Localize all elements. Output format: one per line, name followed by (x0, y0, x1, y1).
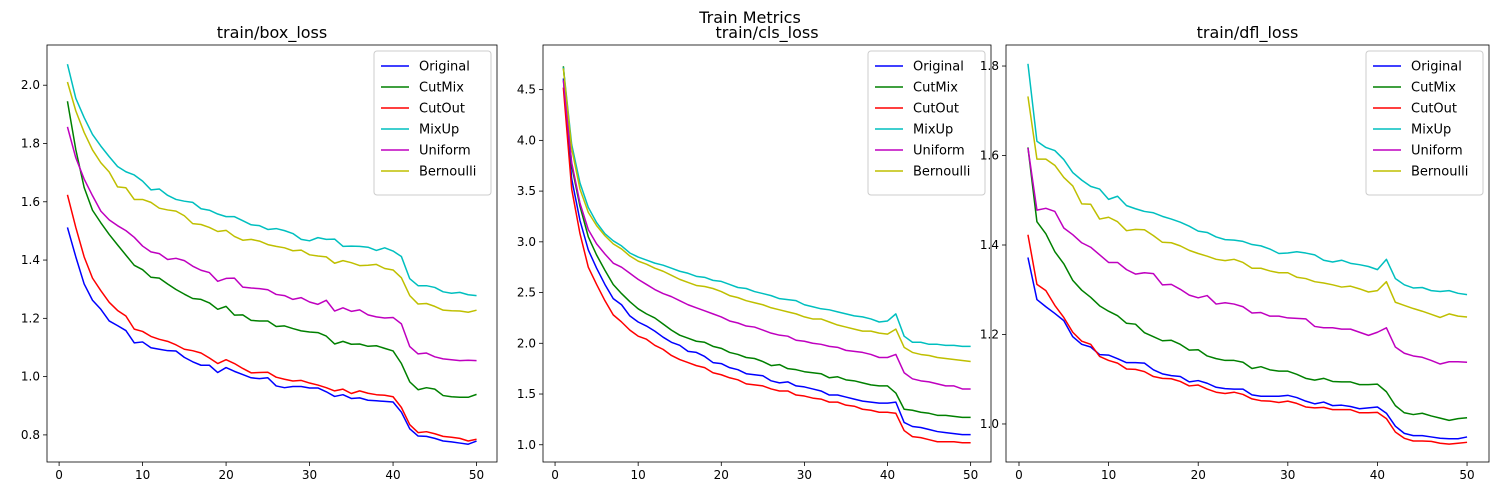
legend-label-cutmix: CutMix (419, 81, 464, 96)
axes-frame (542, 44, 992, 463)
x-tick-label: 40 (1370, 468, 1385, 482)
y-tick-label: 1.0 (980, 417, 999, 431)
series-line-uniform (562, 80, 971, 390)
legend-label-cutout: CutOut (913, 102, 959, 117)
series-line-cutmix (562, 66, 971, 419)
legend-label-cutmix: CutMix (1411, 81, 1456, 96)
y-tick-label: 0.8 (21, 428, 40, 442)
y-tick-label: 1.6 (21, 195, 40, 209)
series-line-original (66, 227, 477, 445)
panel-box-loss: train/box_loss 0 10 20 30 40 50 0.8 1.0 1.2 1.4 1.6… (21, 23, 498, 482)
x-tick-label: 30 (302, 468, 317, 482)
series-line-cutout (562, 87, 971, 444)
x-tick-label: 0 (55, 468, 63, 482)
y-tick-label: 2.0 (21, 78, 40, 92)
legend: Original CutMix CutOut MixUp Uniform Bernoull… (1365, 50, 1484, 196)
legend-label-uniform: Uniform (913, 144, 965, 159)
y-tick-label: 1.5 (517, 387, 536, 401)
legend-label-original: Original (1411, 60, 1462, 75)
legend-label-mixup: MixUp (913, 123, 953, 138)
legend: Original CutMix CutOut MixUp Uniform Bernoull… (867, 50, 986, 196)
legend-label-uniform: Uniform (419, 144, 471, 159)
figure-title: Train Metrics (698, 8, 801, 27)
legend-label-cutout: CutOut (419, 102, 465, 117)
y-tick-label: 1.2 (21, 311, 40, 325)
y-tick-label: 1.8 (21, 136, 40, 150)
y-tick-label: 1.4 (21, 253, 40, 267)
panel-cls-loss: train/cls_loss 0 10 20 30 40 50 1.0 1.5 2.0 2.5 3.0… (517, 23, 992, 482)
y-tick-label: 1.8 (980, 59, 999, 73)
legend-label-bernoulli: Bernoulli (419, 165, 476, 180)
y-tick-label: 1.2 (980, 327, 999, 341)
y-tick-label: 1.0 (517, 438, 536, 452)
y-tick-label: 2.5 (517, 286, 536, 300)
y-tick-label: 1.6 (980, 149, 999, 163)
x-tick-label: 0 (551, 468, 559, 482)
x-tick-label: 30 (797, 468, 812, 482)
series-line-bernoulli (1027, 96, 1468, 319)
x-tick-label: 10 (631, 468, 646, 482)
x-tick-label: 20 (218, 468, 233, 482)
y-tick-label: 1.0 (21, 370, 40, 384)
legend-label-bernoulli: Bernoulli (1411, 165, 1468, 180)
legend-label-uniform: Uniform (1411, 144, 1463, 159)
series-line-mixup (1027, 63, 1468, 296)
legend-label-original: Original (913, 60, 964, 75)
x-tick-label: 50 (469, 468, 484, 482)
series-line-cutmix (66, 101, 477, 399)
x-tick-label: 50 (963, 468, 978, 482)
legend-label-original: Original (419, 60, 470, 75)
legend: Original CutMix CutOut MixUp Uniform Bernoull… (373, 50, 492, 196)
series-line-mixup (66, 64, 477, 297)
series-line-uniform (66, 126, 477, 362)
x-tick-label: 40 (385, 468, 400, 482)
legend-label-bernoulli: Bernoulli (913, 165, 970, 180)
x-tick-label: 10 (1101, 468, 1116, 482)
chart-title-dfl-loss: train/dfl_loss (1197, 23, 1299, 43)
x-tick-label: 20 (714, 468, 729, 482)
legend-label-mixup: MixUp (419, 123, 459, 138)
series-line-cutmix (1027, 147, 1468, 422)
x-tick-label: 20 (1191, 468, 1206, 482)
legend-label-cutout: CutOut (1411, 102, 1457, 117)
axes-frame (46, 44, 498, 463)
chart-title-box-loss: train/box_loss (217, 23, 327, 43)
y-tick-label: 2.0 (517, 336, 536, 350)
y-tick-label: 1.4 (980, 238, 999, 252)
y-tick-label: 4.0 (517, 133, 536, 147)
y-tick-label: 3.0 (517, 235, 536, 249)
axes-frame (1005, 44, 1490, 463)
series-line-original (562, 78, 971, 436)
series-line-original (1027, 257, 1468, 440)
y-tick-label: 3.5 (517, 184, 536, 198)
chart-title-cls-loss: train/cls_loss (715, 23, 818, 43)
x-tick-label: 0 (1015, 468, 1023, 482)
series-line-bernoulli (66, 81, 477, 313)
series-line-uniform (1027, 147, 1468, 365)
x-tick-label: 50 (1459, 468, 1474, 482)
series-line-cutout (1027, 234, 1468, 445)
legend-label-cutmix: CutMix (913, 81, 958, 96)
x-tick-label: 10 (135, 468, 150, 482)
series-line-cutout (66, 194, 477, 442)
y-tick-label: 4.5 (517, 83, 536, 97)
series-line-bernoulli (562, 68, 971, 363)
panel-dfl-loss: train/dfl_loss 0 10 20 30 40 50 1.0 1.2 1.4 1.6 1.8… (980, 23, 1490, 482)
legend-label-mixup: MixUp (1411, 123, 1451, 138)
series-line-mixup (562, 67, 971, 348)
x-tick-label: 40 (880, 468, 895, 482)
x-tick-label: 30 (1280, 468, 1295, 482)
